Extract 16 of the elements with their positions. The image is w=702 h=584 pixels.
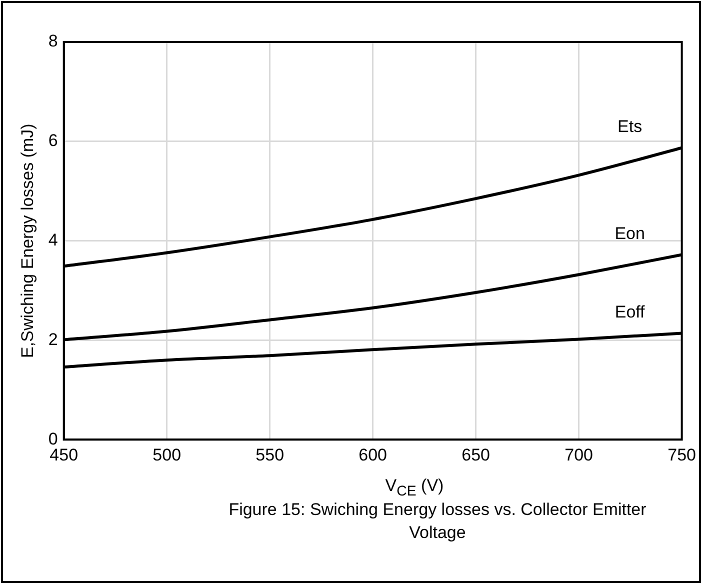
series-label: Ets [618, 117, 642, 136]
caption: Figure 15: Swiching Energy losses vs. Collector Emitter Voltage [228, 499, 648, 544]
x-tick-label: 650 [462, 445, 490, 464]
series-label: Eon [614, 224, 645, 243]
x-tick-label: 500 [152, 445, 182, 464]
y-tick-label: 4 [48, 230, 58, 250]
x-tick-label: 700 [564, 445, 594, 464]
y-axis-title: E,Swiching Energy losses (mJ) [18, 124, 37, 358]
x-tick-label: 600 [358, 445, 388, 464]
x-axis-title: V$_{CE}$ (V) [384, 476, 445, 500]
y-tick-label: 6 [48, 131, 58, 150]
x-tick-label: 750 [668, 445, 696, 464]
y-tick-label: 2 [48, 330, 58, 349]
y-tick-label: 8 [48, 32, 58, 51]
series-label: Eoff [614, 302, 646, 322]
x-tick-label: 550 [256, 445, 284, 464]
